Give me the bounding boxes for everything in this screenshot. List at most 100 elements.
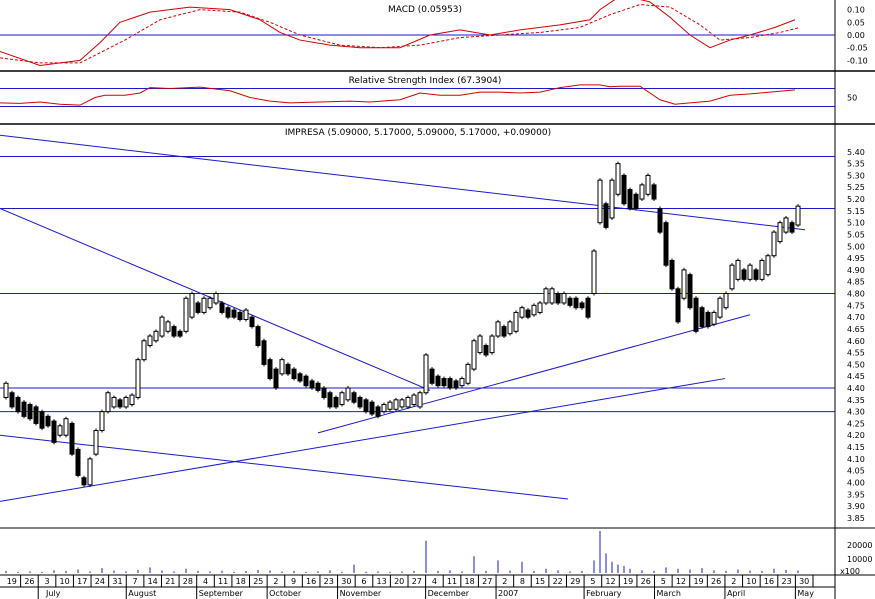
candle-body	[501, 326, 507, 337]
x-day-label: 29	[570, 577, 580, 586]
candle-body	[471, 340, 477, 370]
x-day-label: 10	[746, 577, 756, 586]
x-day-label: 27	[482, 577, 492, 586]
x-day-label: 24	[95, 577, 105, 586]
candle-body	[105, 392, 111, 413]
price-tick-label: 4.75	[847, 301, 865, 310]
candle-body	[345, 387, 351, 401]
candle-body	[765, 255, 771, 276]
candle-body	[15, 396, 21, 413]
candle-body	[555, 293, 561, 304]
x-month-label: July	[45, 589, 61, 598]
macd-tick-label: 0.05	[847, 18, 865, 27]
candle-body	[783, 217, 789, 233]
candle-body	[537, 302, 543, 313]
candle-body	[525, 309, 531, 318]
price-tick-label: 4.95	[847, 254, 865, 263]
x-day-label: 2	[731, 577, 736, 586]
x-day-label: 5	[590, 577, 595, 586]
x-month-label: April	[727, 589, 745, 598]
candle-body	[207, 297, 213, 309]
x-day-label: 5	[661, 577, 666, 586]
x-day-label: 21	[165, 577, 175, 586]
candle-body	[159, 316, 165, 337]
candle-body	[411, 394, 417, 406]
x-day-label: 19	[623, 577, 633, 586]
volume-tick-label: 20000	[847, 541, 872, 550]
x-day-label: 9	[291, 577, 296, 586]
rsi-line	[0, 84, 796, 106]
candle-body	[585, 297, 591, 318]
x-day-label: 6	[361, 577, 366, 586]
price-tick-label: 5.00	[847, 242, 865, 251]
candle-body	[339, 392, 345, 406]
candle-body	[717, 297, 723, 318]
candle-body	[333, 396, 339, 408]
candle-body	[249, 316, 255, 328]
candle-body	[237, 311, 243, 321]
x-day-label: 14	[148, 577, 158, 586]
candle-body	[573, 297, 579, 309]
candle-body	[303, 375, 309, 387]
x-day-label: 22	[553, 577, 563, 586]
x-day-label: 16	[764, 577, 774, 586]
macd-title: MACD (0.05953)	[388, 5, 462, 15]
candle-body	[681, 269, 687, 299]
price-tick-label: 4.85	[847, 278, 865, 287]
candle-body	[663, 222, 669, 266]
candle-body	[39, 411, 45, 429]
candle-body	[189, 293, 195, 318]
price-tick-label: 5.10	[847, 219, 865, 228]
candle-body	[381, 404, 387, 413]
candle-body	[57, 425, 63, 436]
price-tick-label: 4.60	[847, 337, 865, 346]
candle-body	[459, 378, 465, 387]
candle-body	[399, 399, 405, 408]
candle-body	[369, 401, 375, 415]
candle-body	[771, 231, 777, 257]
price-tick-label: 5.25	[847, 183, 865, 192]
candle-body	[321, 387, 327, 398]
candle-body	[153, 330, 159, 342]
candle-body	[363, 399, 369, 413]
candle-body	[627, 189, 633, 209]
candle-body	[351, 392, 357, 403]
trendline	[0, 134, 806, 231]
candle-body	[693, 297, 699, 332]
candle-body	[279, 359, 285, 375]
price-tick-label: 5.05	[847, 230, 865, 239]
price-tick-label: 3.90	[847, 502, 865, 511]
candle-body	[51, 420, 57, 443]
trendline	[0, 378, 726, 502]
candle-body	[705, 311, 711, 328]
x-day-label: 3	[44, 577, 49, 586]
macd-tick-label: 0.10	[847, 6, 865, 15]
rsi-title: Relative Strength Index (67.3904)	[349, 76, 502, 86]
price-tick-label: 4.20	[847, 431, 865, 440]
x-day-label: 10	[60, 577, 70, 586]
candle-body	[687, 274, 693, 309]
price-tick-label: 4.80	[847, 290, 865, 299]
price-tick-label: 5.15	[847, 207, 865, 216]
candle-body	[81, 477, 87, 486]
candle-body	[489, 335, 495, 354]
candle-body	[309, 380, 315, 389]
x-day-label: 8	[520, 577, 525, 586]
candle-body	[477, 335, 483, 354]
candle-body	[213, 293, 219, 304]
price-tick-label: 4.35	[847, 396, 865, 405]
candle-body	[123, 396, 129, 408]
x-month-label: 2007	[498, 589, 518, 598]
candle-body	[495, 321, 501, 337]
candle-body	[405, 396, 411, 408]
candle-body	[375, 406, 381, 417]
candle-body	[291, 368, 297, 380]
candle-body	[657, 207, 663, 233]
candle-body	[591, 250, 597, 295]
candle-body	[9, 392, 15, 408]
candle-body	[465, 363, 471, 384]
candle-body	[795, 205, 801, 226]
x-day-label: 4	[432, 577, 437, 586]
candle-body	[699, 307, 705, 328]
candle-body	[543, 288, 549, 304]
